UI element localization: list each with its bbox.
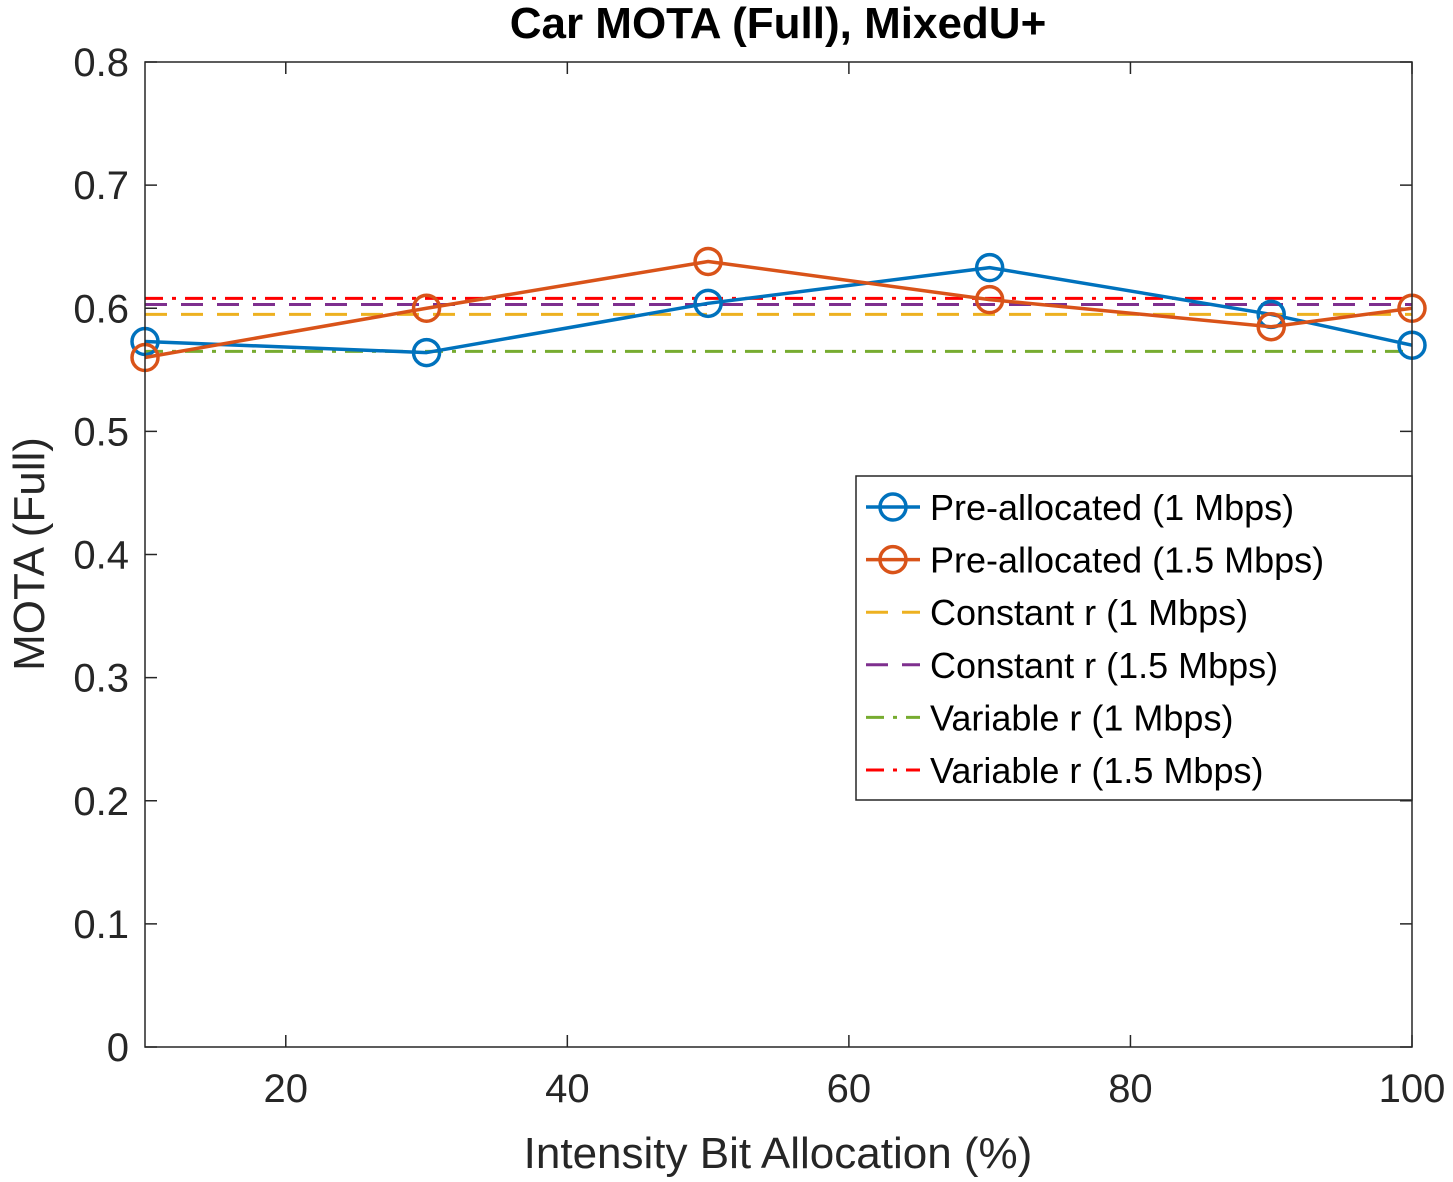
data-point	[693, 246, 723, 277]
legend-item-3: Constant r (1 Mbps)	[866, 592, 1248, 633]
chart-title: Car MOTA (Full), MixedU+	[510, 0, 1047, 48]
ticks-layer: 20 40 60 80 100 0 0.1 0.2 0.3 0.4 0.5 0.6 0.7 0.8	[73, 41, 1445, 1111]
x-tick-label: 20	[264, 1067, 309, 1111]
y-axis-label: MOTA (Full)	[5, 437, 54, 671]
x-tick-label: 80	[1108, 1067, 1153, 1111]
y-tick-label: 0.1	[73, 903, 129, 947]
x-tick-label: 100	[1379, 1067, 1446, 1111]
legend-label: Constant r (1 Mbps)	[930, 592, 1248, 633]
data-point	[974, 252, 1005, 283]
legend-box	[855, 475, 1413, 801]
legend-swatch-marker	[878, 544, 908, 575]
y-tick-label: 0.6	[73, 287, 129, 331]
series-line	[144, 265, 1413, 355]
data-point	[411, 337, 442, 368]
x-tick-label: 40	[545, 1067, 590, 1111]
data-point	[693, 288, 723, 319]
legend-label: Variable r (1.5 Mbps)	[930, 750, 1263, 791]
legend-item-1: Pre-allocated (1 Mbps)	[866, 487, 1294, 528]
legend-swatch-marker	[878, 492, 908, 522]
legend-item-5: Variable r (1 Mbps)	[866, 697, 1233, 738]
y-tick-label: 0.5	[73, 410, 129, 454]
y-tick-label: 0.4	[73, 534, 129, 578]
legend-items: Pre-allocated (1 Mbps) Pre-allocated (1.5…	[866, 487, 1324, 791]
data-point	[1256, 311, 1286, 342]
legend-label: Variable r (1 Mbps)	[930, 697, 1233, 738]
legend-item-2: Pre-allocated (1.5 Mbps)	[866, 540, 1324, 581]
data-point	[974, 284, 1005, 315]
legend-label: Constant r (1.5 Mbps)	[930, 645, 1278, 686]
y-tick-label: 0.7	[73, 164, 129, 208]
y-tick-label: 0.8	[73, 41, 129, 85]
y-tick-label: 0.2	[73, 780, 129, 824]
y-tick-label: 0.3	[73, 657, 129, 701]
legend: Pre-allocated (1 Mbps) Pre-allocated (1.5…	[855, 475, 1413, 801]
data-point	[411, 293, 442, 323]
series-line	[144, 259, 1413, 360]
legend-item-4: Constant r (1.5 Mbps)	[866, 645, 1278, 686]
legend-label: Pre-allocated (1 Mbps)	[930, 487, 1294, 528]
legend-item-6: Variable r (1.5 Mbps)	[866, 750, 1263, 791]
x-axis-label: Intensity Bit Allocation (%)	[524, 1129, 1033, 1178]
x-tick-label: 60	[827, 1067, 872, 1111]
legend-label: Pre-allocated (1.5 Mbps)	[930, 540, 1324, 581]
y-tick-label: 0	[107, 1026, 129, 1070]
